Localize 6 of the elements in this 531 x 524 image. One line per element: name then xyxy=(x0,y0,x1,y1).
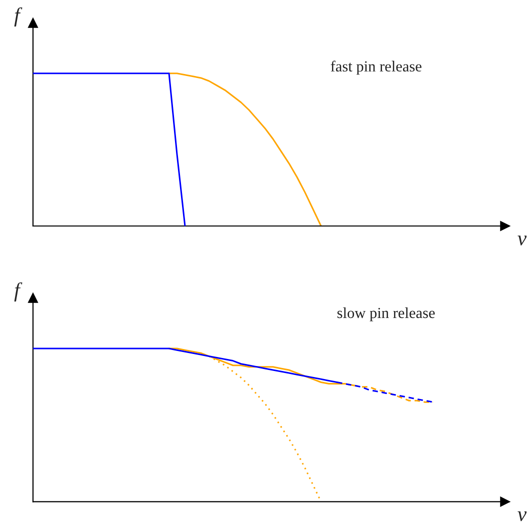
x-axis-title: v xyxy=(518,511,527,522)
text: slow pin release xyxy=(337,307,435,322)
y-axis-title: f xyxy=(14,282,22,302)
x-axis-title: v xyxy=(518,236,527,246)
annotation: fast pin release xyxy=(330,60,422,75)
y-axis-title: f xyxy=(14,7,22,26)
